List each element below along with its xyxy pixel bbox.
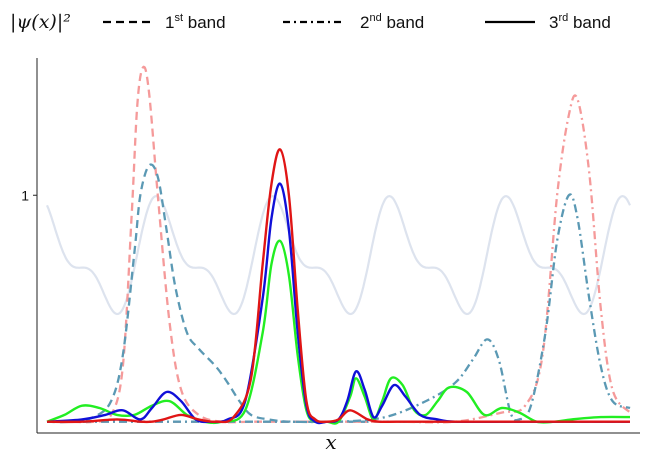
y-tick-label: 1 (21, 187, 29, 203)
y-ticks: 1 (21, 187, 37, 203)
potential-curve (47, 196, 630, 314)
series-line-band1-dark (47, 165, 630, 423)
legend-label-band3: 3rd band (549, 12, 611, 32)
series-line-band1-light (47, 67, 630, 422)
series-layer (47, 67, 630, 424)
legend-entry-band2: 2nd band (283, 12, 424, 32)
series-line-band3-red (47, 149, 630, 422)
series-line-band2-dark (47, 194, 630, 422)
series-line-band3-blue (47, 184, 630, 423)
legend-entry-band1: 1st band (103, 12, 226, 32)
legend-entry-band3: 3rd band (485, 12, 611, 32)
plot-area (47, 67, 630, 424)
y-axis-label: |ψ(x)|² (10, 11, 71, 33)
legend-label-band2: 2nd band (360, 12, 424, 32)
x-axis-label: x (325, 430, 336, 454)
legend-label-band1: 1st band (165, 12, 226, 32)
legend: |ψ(x)|² 1st band 2nd band 3rd band (10, 11, 611, 33)
